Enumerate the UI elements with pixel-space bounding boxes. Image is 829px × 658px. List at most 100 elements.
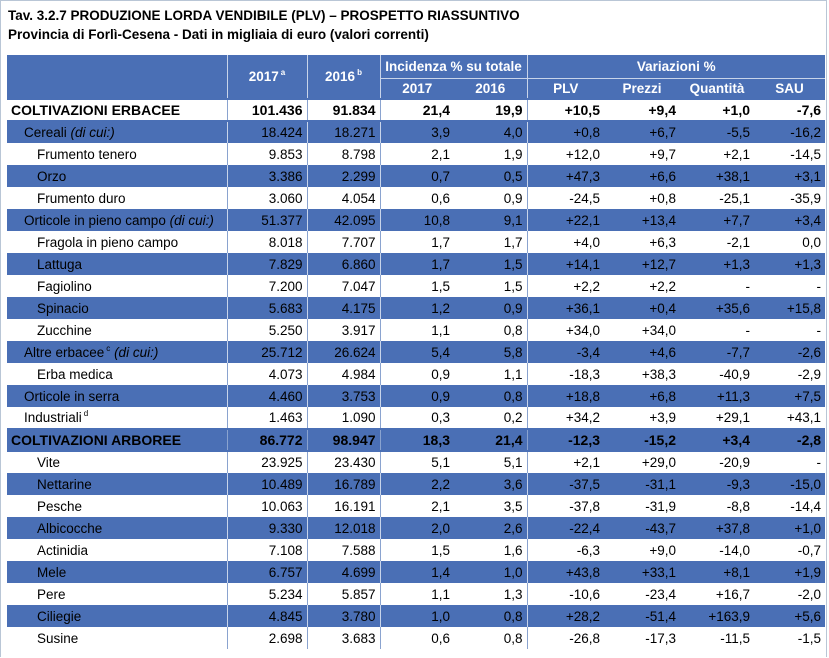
cell-var-prezzi: +13,4: [604, 209, 680, 231]
cell-var-sau: +5,6: [754, 605, 826, 627]
cell-incidenza-2017: 2,0: [379, 517, 454, 539]
cell-incidenza-2016: 0,8: [454, 385, 527, 407]
row-label: Altre erbacee c (di cui:): [7, 341, 227, 363]
cell-var-prezzi: -43,7: [604, 517, 680, 539]
table-row: Fragola in pieno campo 8.018 7.707 1,7 1,7 +4…: [7, 231, 826, 253]
row-label: Susine: [7, 627, 227, 649]
cell-var-quantita: +1,0: [680, 98, 754, 122]
row-label-text: Susine: [37, 630, 79, 646]
cell-var-prezzi: +0,4: [604, 297, 680, 319]
header-2016: 2016 b: [306, 55, 380, 99]
cell-incidenza-2017: 5,4: [379, 341, 454, 363]
cell-2016: 91.834: [306, 98, 380, 122]
cell-incidenza-2016: 5,8: [454, 341, 527, 363]
table-row: Zucchine 5.250 3.917 1,1 0,8 +34,0 +34,0- -: [7, 319, 826, 341]
footnote-marker: d: [83, 409, 89, 418]
cell-var-prezzi: -23,4: [604, 583, 680, 605]
cell-var-quantita: -5,5: [680, 121, 754, 143]
cell-2016: 3.753: [306, 385, 380, 407]
cell-var-quantita: +163,9: [680, 605, 754, 627]
cell-var-plv: -24,5: [526, 187, 604, 209]
cell-var-sau: +1,3: [754, 253, 826, 275]
cell-2016: 6.860: [306, 253, 380, 275]
row-label-text: Industriali: [24, 410, 82, 425]
cell-var-plv: +18,8: [526, 385, 604, 407]
cell-2016: 2.299: [306, 165, 380, 187]
table-row: Erba medica 4.073 4.984 0,9 1,1 -18,3 +38,3 -40…: [7, 363, 826, 385]
cell-2017: 1.463: [226, 407, 307, 429]
cell-var-plv: -6,3: [526, 539, 604, 561]
cell-var-quantita: +35,6: [680, 297, 754, 319]
cell-2017: 5.234: [226, 583, 307, 605]
cell-incidenza-2017: 0,6: [379, 187, 454, 209]
cell-2017: 7.108: [226, 539, 307, 561]
table-header: 2017 a 2016 b Incidenza % su totale Variaz…: [7, 55, 826, 99]
plv-table: 2017 a 2016 b Incidenza % su totale Variaz…: [7, 55, 826, 649]
cell-2017: 9.853: [226, 143, 307, 165]
cell-incidenza-2016: 2,6: [454, 517, 527, 539]
cell-var-quantita: -40,9: [680, 363, 754, 385]
cell-var-sau: +3,1: [754, 165, 826, 187]
table-section-row: COLTIVAZIONI ERBACEE 101.436 91.834 21,4 19,…: [7, 98, 826, 122]
cell-incidenza-2016: 1,5: [454, 253, 527, 275]
row-label: Zucchine: [7, 319, 227, 341]
cell-var-quantita: +8,1: [680, 561, 754, 583]
row-label: Fagiolino: [7, 275, 227, 297]
cell-var-sau: -: [754, 451, 826, 473]
cell-2016: 12.018: [306, 517, 380, 539]
cell-2017: 10.063: [226, 495, 307, 517]
cell-var-sau: -0,7: [754, 539, 826, 561]
cell-var-plv: -10,6: [526, 583, 604, 605]
cell-var-plv: +4,0: [526, 231, 604, 253]
cell-var-plv: +28,2: [526, 605, 604, 627]
row-label-text: Frumento tenero: [37, 146, 137, 162]
cell-var-sau: -1,5: [754, 627, 826, 649]
cell-var-quantita: -14,0: [680, 539, 754, 561]
cell-incidenza-2016: 3,5: [454, 495, 527, 517]
row-label-text: COLTIVAZIONI ARBOREE: [11, 432, 182, 448]
cell-var-quantita: -: [680, 275, 754, 297]
cell-2016: 42.095: [306, 209, 380, 231]
cell-var-sau: -2,8: [754, 428, 826, 452]
cell-incidenza-2016: 1,3: [454, 583, 527, 605]
header-2017-label: 2017: [248, 69, 279, 84]
cell-var-sau: -14,4: [754, 495, 826, 517]
cell-var-quantita: +1,3: [680, 253, 754, 275]
cell-incidenza-2016: 1,7: [454, 231, 527, 253]
header-plv: PLV: [526, 78, 604, 99]
cell-2017: 51.377: [226, 209, 307, 231]
row-label: COLTIVAZIONI ARBOREE: [7, 428, 227, 452]
cell-2017: 8.018: [226, 231, 307, 253]
row-label: Vite: [7, 451, 227, 473]
cell-var-quantita: -8,8: [680, 495, 754, 517]
cell-var-plv: +10,5: [526, 98, 604, 122]
table-row: Cereali (di cui:) 18.424 18.271 3,9 4,0 +0,8 +…: [7, 121, 826, 143]
cell-var-prezzi: +6,7: [604, 121, 680, 143]
table-row: Lattuga 7.829 6.860 1,7 1,5 +14,1 +12,7 +1,3 +1,…: [7, 253, 826, 275]
cell-2017: 2.698: [226, 627, 307, 649]
header-prezzi: Prezzi: [604, 78, 680, 99]
row-label-text: Nettarine: [37, 476, 92, 492]
cell-var-plv: +22,1: [526, 209, 604, 231]
cell-var-plv: +12,0: [526, 143, 604, 165]
cell-var-quantita: -: [680, 319, 754, 341]
cell-2017: 4.073: [226, 363, 307, 385]
cell-2016: 3.683: [306, 627, 380, 649]
cell-var-sau: +7,5: [754, 385, 826, 407]
table-row: Frumento duro 3.060 4.054 0,6 0,9 -24,5 +0,8 -2…: [7, 187, 826, 209]
row-label: Spinacio: [7, 297, 227, 319]
header-group-variazioni: Variazioni %: [526, 55, 826, 79]
row-label: Frumento duro: [7, 187, 227, 209]
cell-var-prezzi: +9,4: [604, 98, 680, 122]
cell-incidenza-2016: 19,9: [454, 98, 527, 122]
table-row: Orticole in pieno campo (di cui:) 51.377 4…: [7, 209, 826, 231]
table-row: Vite 23.925 23.430 5,1 5,1 +2,1 +29,0 -20,9-: [7, 451, 826, 473]
cell-var-quantita: +38,1: [680, 165, 754, 187]
row-label: Orticole in serra: [7, 385, 227, 407]
cell-2016: 4.054: [306, 187, 380, 209]
cell-incidenza-2016: 1,1: [454, 363, 527, 385]
cell-incidenza-2017: 5,1: [379, 451, 454, 473]
cell-2016: 4.984: [306, 363, 380, 385]
row-label-text: Orticole in serra: [24, 388, 120, 404]
row-label-text: Zucchine: [37, 322, 92, 338]
